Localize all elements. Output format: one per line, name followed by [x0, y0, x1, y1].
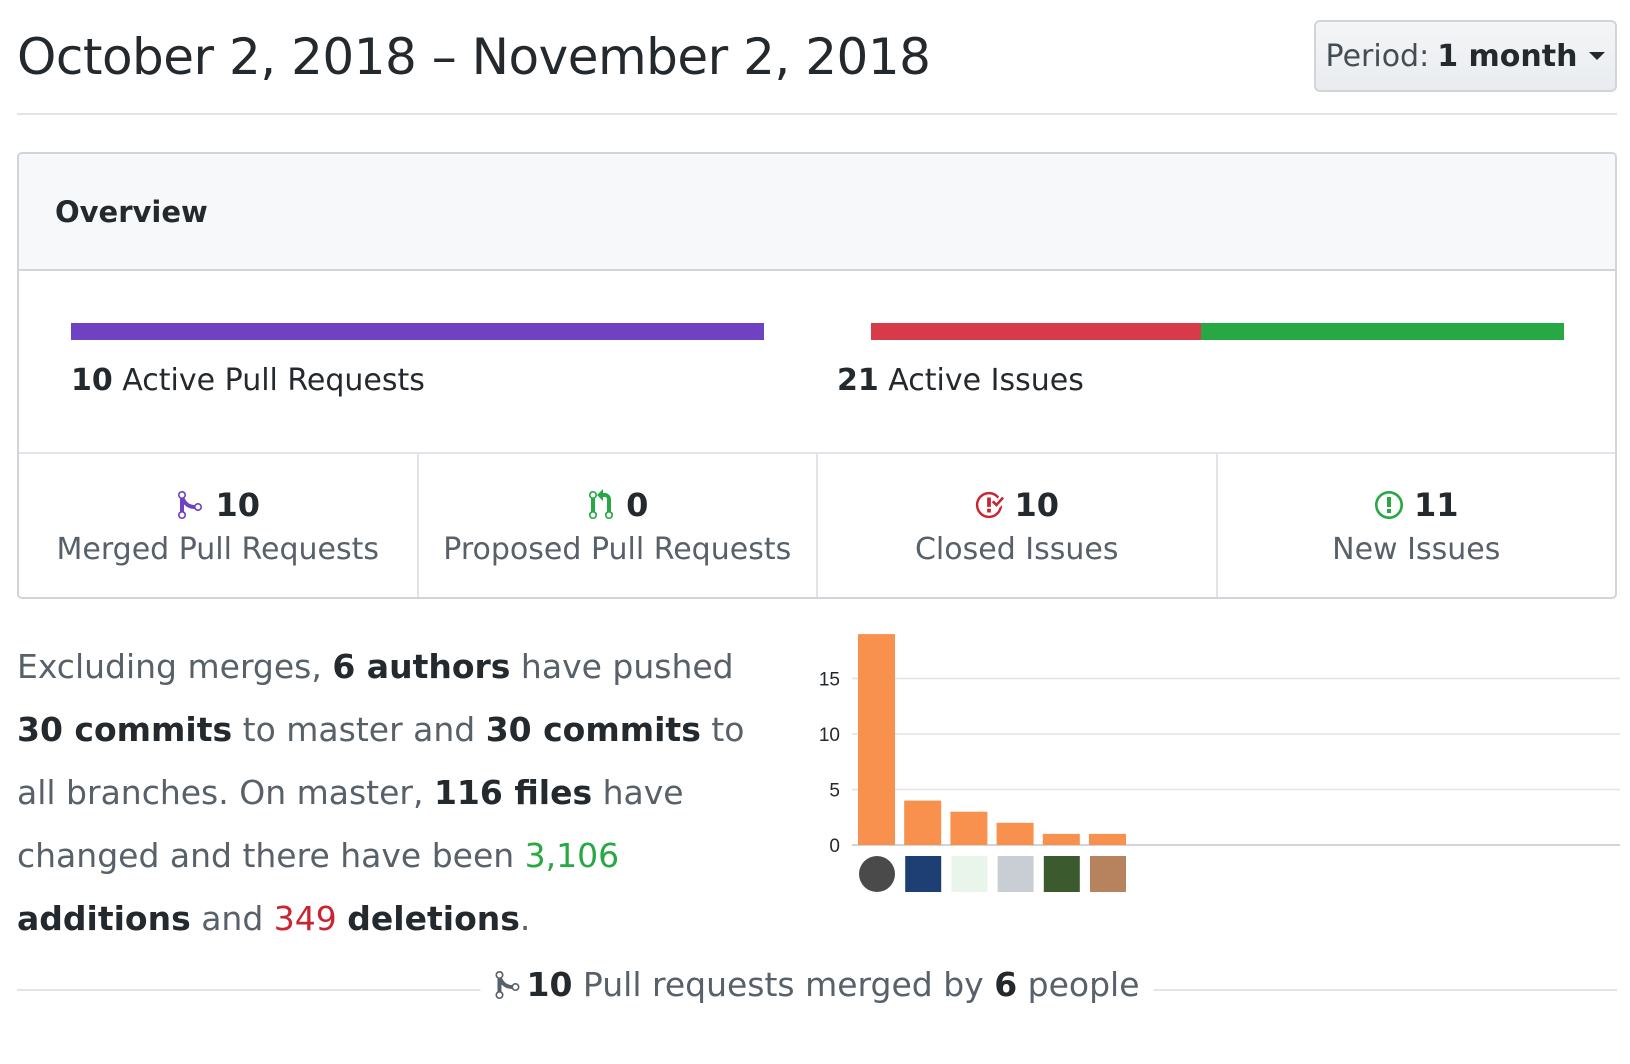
author-avatar [905, 856, 942, 892]
merged-prs-summary: 10 Pull requests merged by 6 people [480, 965, 1154, 1004]
additions-count: 3,106 [524, 836, 620, 875]
period-label: Period: [1325, 38, 1430, 74]
author-avatar [1090, 856, 1126, 892]
date-range-title: October 2, 2018 – November 2, 2018 [17, 28, 931, 86]
bar [858, 634, 895, 845]
period-select-button[interactable]: Period: 1 month [1314, 20, 1617, 92]
activity-bars: 10 Active Pull Requests 21 Active Issues [19, 271, 1615, 454]
y-tick-label: 0 [829, 836, 840, 857]
stat-value: 10 [215, 486, 261, 524]
commits-by-author-chart: 0 5 10 15 [800, 620, 1620, 920]
author-avatar [997, 856, 1034, 892]
commit-summary: Excluding merges, 6 authors have pushed … [17, 647, 745, 938]
author-avatar [1043, 856, 1080, 892]
bar [996, 822, 1034, 845]
issue-closed-icon [976, 491, 1005, 519]
overview-stats: 10 Merged Pull Requests 0 Proposed Pull … [19, 454, 1616, 597]
author-avatar [951, 856, 988, 892]
y-tick-label: 10 [819, 725, 840, 746]
stat-label: Merged Pull Requests [56, 532, 380, 567]
authors-link[interactable]: 6 authors [332, 647, 511, 686]
deletions-count: 349 [273, 899, 337, 938]
git-pull-request-icon [589, 489, 614, 519]
stat-label: New Issues [1332, 532, 1501, 567]
active-pr-label[interactable]: 10 Active Pull Requests [71, 363, 425, 398]
author-avatar [859, 856, 895, 892]
y-tick-label: 15 [819, 670, 840, 691]
caret-down-icon [1589, 52, 1606, 60]
overview-title: Overview [19, 154, 1615, 271]
stat-proposed-prs[interactable]: 0 Proposed Pull Requests [419, 454, 818, 597]
chart-svg: 0 5 10 15 [819, 634, 1620, 892]
bar [904, 800, 942, 845]
stat-label: Closed Issues [914, 532, 1119, 567]
stat-merged-prs[interactable]: 10 Merged Pull Requests [19, 454, 419, 597]
stat-value: 10 [1014, 486, 1060, 524]
git-merge-icon [178, 490, 203, 519]
merged-prs-footer: 10 Pull requests merged by 6 people [17, 965, 1617, 1015]
header: October 2, 2018 – November 2, 2018 Perio… [17, 0, 1617, 115]
stat-label: Proposed Pull Requests [443, 532, 792, 567]
open-issues-segment [1201, 323, 1564, 340]
bar [1042, 833, 1080, 845]
stat-new-issues[interactable]: 11 New Issues [1218, 454, 1616, 597]
bar [1089, 833, 1126, 845]
overview-panel: Overview 10 Active Pull Requests 21 Acti… [17, 152, 1617, 599]
y-tick-label: 5 [829, 781, 840, 802]
bar [950, 811, 988, 845]
closed-issues-segment [871, 323, 1201, 340]
stat-value: 11 [1413, 486, 1459, 524]
active-pr-bar [71, 323, 764, 340]
stat-value: 0 [626, 486, 649, 524]
period-value: 1 month [1437, 38, 1578, 74]
git-merge-icon [495, 970, 520, 999]
issue-opened-icon [1374, 491, 1403, 519]
stat-closed-issues[interactable]: 10 Closed Issues [818, 454, 1218, 597]
active-issues-label[interactable]: 21 Active Issues [837, 363, 1084, 398]
active-issues-bar [871, 323, 1564, 340]
